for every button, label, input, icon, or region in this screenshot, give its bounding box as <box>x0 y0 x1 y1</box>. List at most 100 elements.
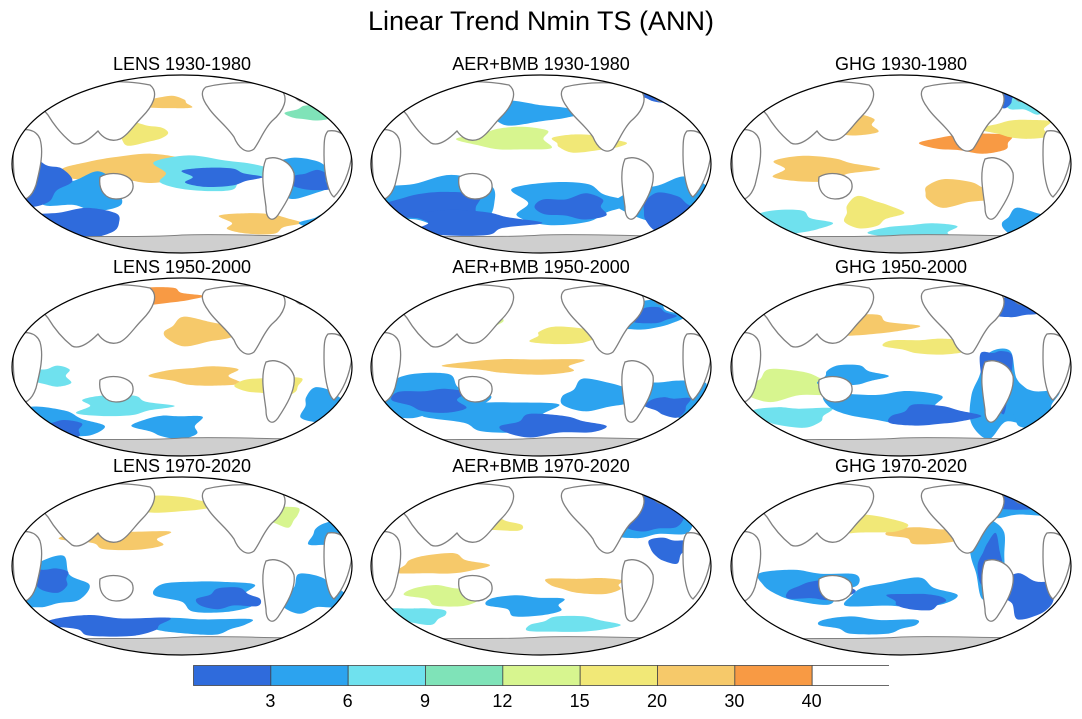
figure-title: Linear Trend Nmin TS (ANN) <box>367 6 715 36</box>
map-graphic <box>11 277 353 457</box>
continent-africa-east <box>1042 333 1071 401</box>
continent-africa-east <box>682 532 711 600</box>
colorbar-graphic <box>193 665 889 686</box>
map-panel-aer-bmb-1930-1980: AER+BMB 1930-1980 <box>369 53 713 254</box>
colorbar-tick-label: 20 <box>646 691 668 711</box>
continent-africa-east <box>682 130 711 198</box>
trend-region <box>413 209 543 236</box>
panel-title: LENS 1930-1980 <box>112 54 252 74</box>
map-panel-lens-1930-1980: LENS 1930-1980 <box>10 53 354 254</box>
trend-region <box>394 553 491 574</box>
colorbar-swatch <box>347 665 426 686</box>
continent-africa-east <box>682 333 711 401</box>
trend-region <box>978 119 1051 139</box>
map-panel-ghg-1970-2020: GHG 1970-2020 <box>729 455 1073 656</box>
trend-region <box>925 178 1001 208</box>
map-frame <box>11 74 353 254</box>
map-frame <box>730 476 1072 656</box>
colorbar-tick-label: 12 <box>492 691 513 711</box>
panel-title: GHG 1970-2020 <box>834 456 968 476</box>
map-frame <box>370 74 712 254</box>
map-graphic <box>11 74 353 254</box>
trend-region <box>391 388 467 413</box>
panel-title: AER+BMB 1950-2000 <box>452 257 630 277</box>
trend-region <box>739 368 847 403</box>
trend-region <box>525 615 621 632</box>
continent-australia <box>818 574 853 602</box>
continent-africa-east <box>1042 532 1071 600</box>
trend-region <box>499 413 607 438</box>
panel-title: LENS 1970-2020 <box>112 456 252 476</box>
trend-region <box>455 126 553 150</box>
continent-africa-east <box>1042 130 1071 198</box>
trend-region <box>529 326 623 345</box>
continent-south-america <box>262 559 295 622</box>
map-graphic <box>730 74 1072 254</box>
trend-region <box>772 155 881 182</box>
panel-title: AER+BMB 1930-1980 <box>452 54 630 74</box>
trend-region <box>300 387 352 423</box>
panel-title: GHG 1930-1980 <box>834 54 968 74</box>
map-graphic <box>11 476 353 656</box>
continent-australia <box>818 375 853 403</box>
panel-title: AER+BMB 1970-2020 <box>452 456 630 476</box>
map-panel-aer-bmb-1950-2000: AER+BMB 1950-2000 <box>369 256 713 457</box>
trend-region <box>485 595 565 617</box>
continent-australia <box>818 172 853 200</box>
map-frame <box>11 476 353 656</box>
trend-region <box>42 615 171 637</box>
colorbar-swatch <box>734 665 813 686</box>
trend-region <box>148 366 242 386</box>
trend-region <box>885 527 965 545</box>
continent-south-america <box>621 157 654 220</box>
colorbar-tick-label: 6 <box>342 691 353 711</box>
continent-australia <box>99 172 134 200</box>
colorbar-swatch <box>270 665 349 686</box>
continent-africa-east <box>323 532 352 600</box>
continent-africa-east <box>323 130 352 198</box>
colorbar-tick-label: 9 <box>419 691 430 711</box>
map-panel-aer-bmb-1970-2020: AER+BMB 1970-2020 <box>369 455 713 656</box>
continent-australia <box>458 172 493 200</box>
continent-antarctica <box>12 634 352 655</box>
colorbar-tick-label: 30 <box>724 691 745 711</box>
map-graphic <box>730 476 1072 656</box>
continent-antarctica <box>731 634 1071 655</box>
continent-south-america <box>981 559 1014 622</box>
colorbar-tick-label: 40 <box>801 691 822 711</box>
trend-region <box>886 593 947 611</box>
continent-australia <box>99 574 134 602</box>
trend-region <box>843 195 905 229</box>
trend-region <box>15 207 120 239</box>
panel-title: GHG 1950-2000 <box>834 257 968 277</box>
map-graphic <box>370 74 712 254</box>
continent-antarctica <box>731 232 1071 253</box>
map-frame <box>11 277 353 457</box>
map-panel-lens-1950-2000: LENS 1950-2000 <box>10 256 354 457</box>
trend-region <box>633 306 677 324</box>
trend-region <box>648 537 690 564</box>
colorbar-swatch <box>579 665 658 686</box>
map-graphic <box>370 476 712 656</box>
continent-australia <box>458 375 493 403</box>
trend-region <box>181 167 264 188</box>
continent-south-america <box>621 360 654 423</box>
map-frame <box>730 74 1072 254</box>
continent-south-america <box>262 360 295 423</box>
trend-region <box>385 608 447 625</box>
continent-australia <box>458 574 493 602</box>
colorbar <box>193 665 889 686</box>
panel-title: LENS 1950-2000 <box>112 257 252 277</box>
trend-region <box>645 397 691 418</box>
map-graphic <box>370 277 712 457</box>
colorbar-swatch <box>502 665 581 686</box>
continent-antarctica <box>371 634 711 655</box>
colorbar-swatch <box>811 665 889 686</box>
map-graphic <box>730 277 1072 457</box>
trend-region <box>195 587 262 610</box>
colorbar-tick-label: 3 <box>265 691 276 711</box>
trend-region <box>75 394 175 417</box>
trend-region <box>882 338 967 355</box>
trend-region <box>21 420 83 443</box>
trend-region <box>545 577 623 595</box>
